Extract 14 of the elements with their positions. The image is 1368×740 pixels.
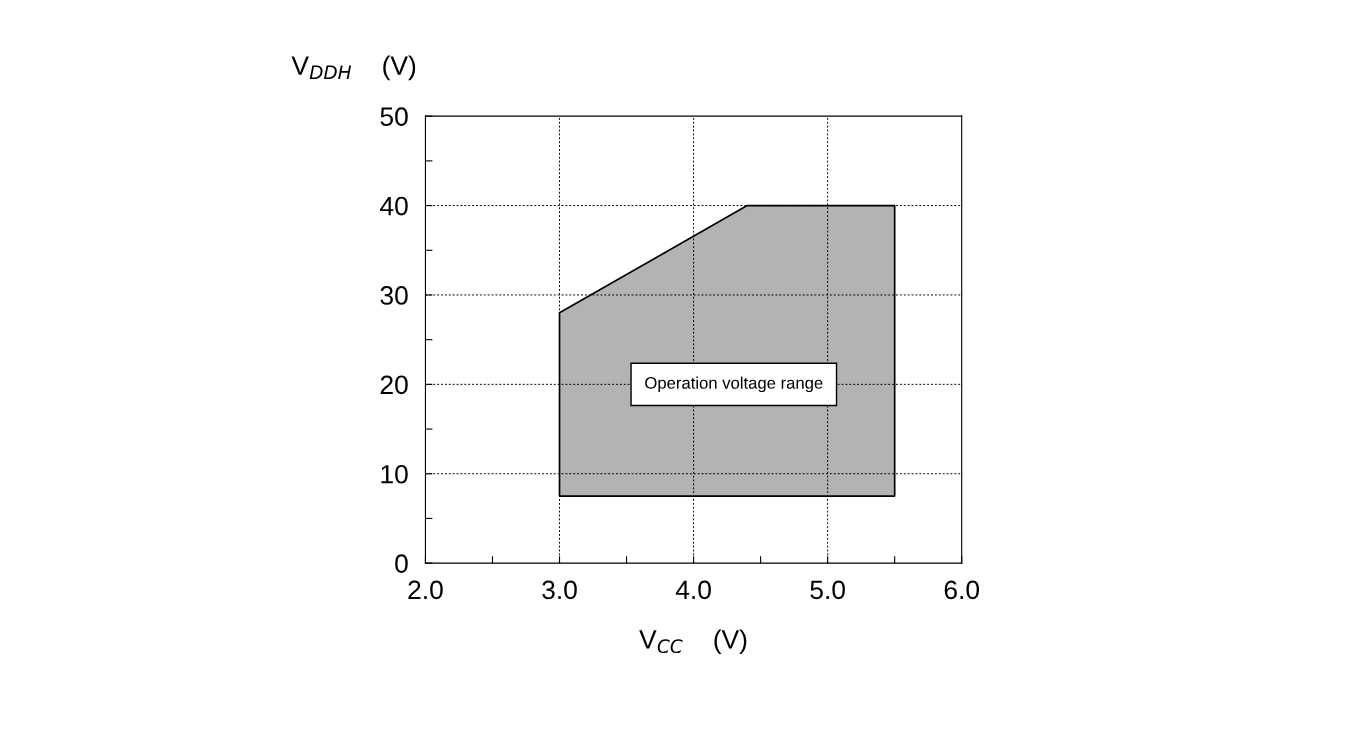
x-tick-label: 4.0: [675, 580, 711, 600]
text: V$_{DDH}$ (V): [291, 55, 416, 81]
y-tick-label: 20: [380, 375, 408, 395]
x-tick-label: 5.0: [810, 580, 845, 600]
x-tick-label: 3.0: [542, 580, 577, 600]
x-tick-label: 6.0: [944, 580, 980, 600]
y-tick-label: 30: [380, 286, 408, 305]
y-tick-label: 40: [380, 196, 408, 216]
text: V$_{CC}$ (V): [639, 629, 747, 654]
x-tick-label: 2.0: [408, 580, 443, 600]
y-tick-label: 0: [395, 554, 408, 573]
y-tick-label: 10: [381, 464, 408, 484]
annotation: Operation voltage range: [645, 376, 823, 393]
y-tick-label: 50: [380, 107, 408, 126]
